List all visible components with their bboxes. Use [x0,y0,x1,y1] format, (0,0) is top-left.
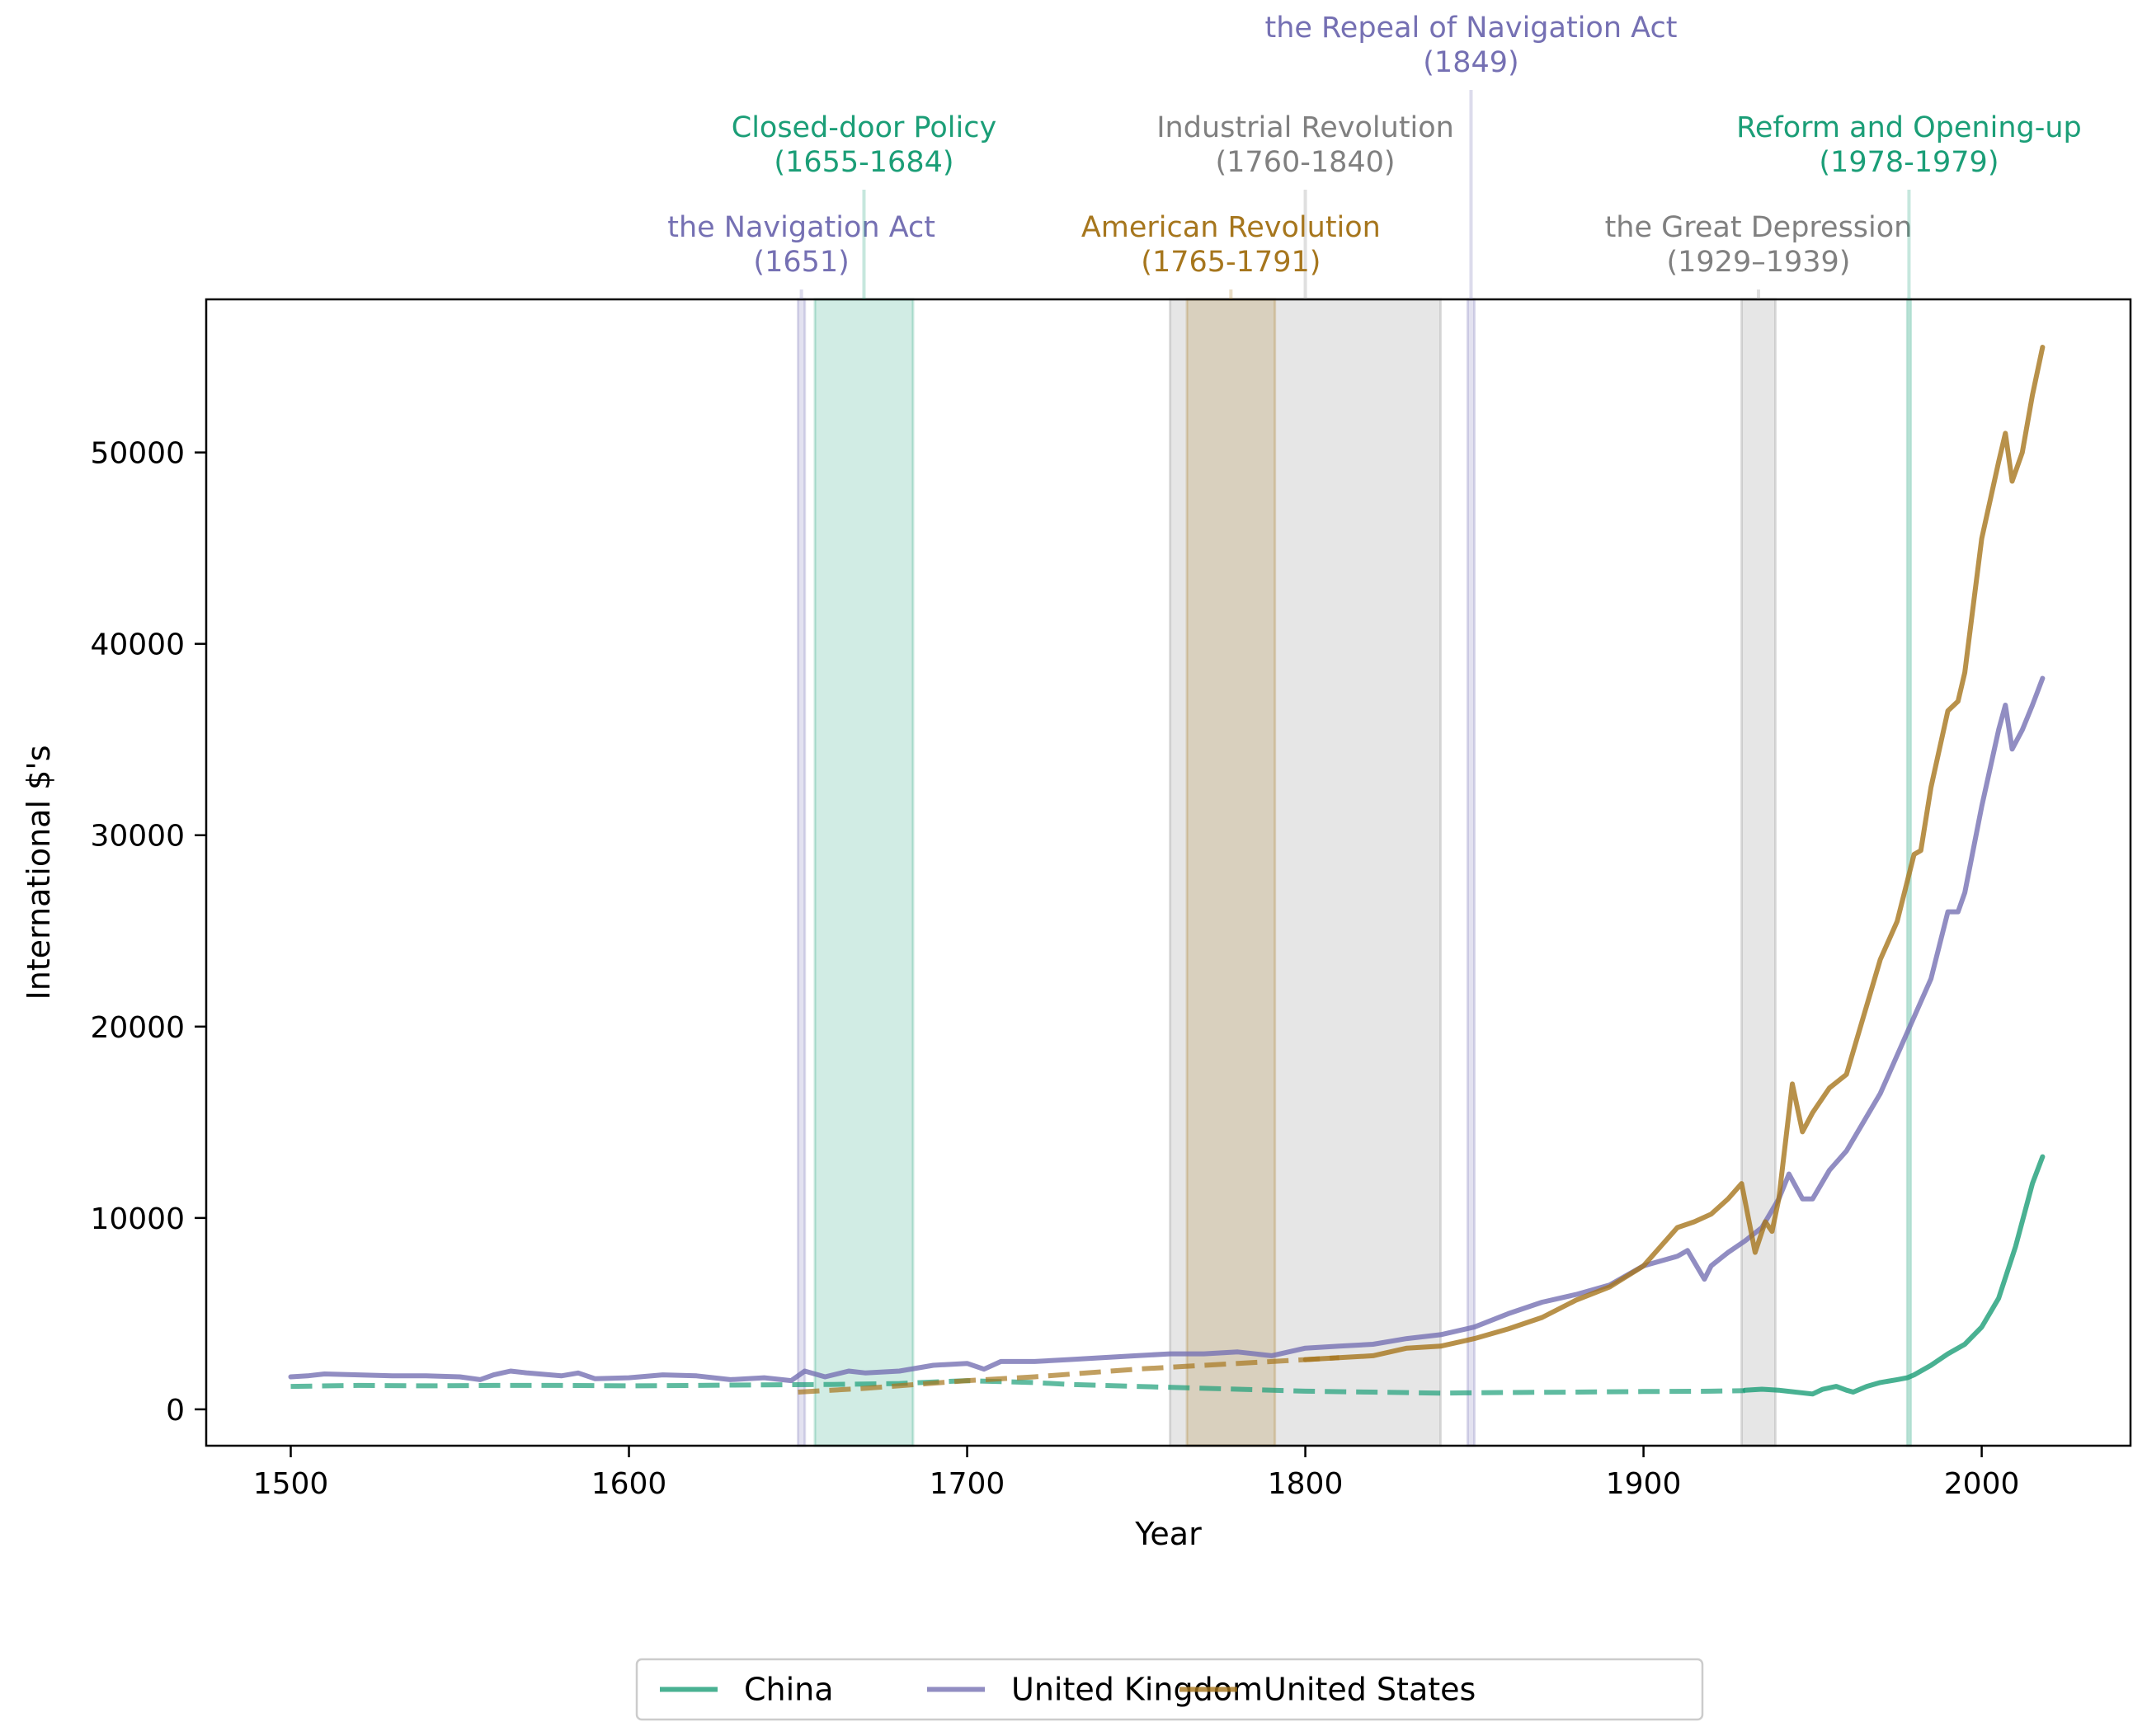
y-axis-label: International $'s [21,745,57,1000]
annotation-period-3: (1765-1791) [1141,246,1321,279]
y-tick-label-0: 0 [166,1394,185,1428]
annotation-labels: the Navigation Act(1651) Closed-door Poli… [667,12,2082,299]
x-tick-label-3: 1800 [1268,1467,1344,1501]
x-tick-label-4: 1900 [1606,1467,1682,1501]
annotation-span-0 [797,298,807,1447]
annotation-period-4: (1849) [1423,46,1518,79]
y-tick-label-5: 50000 [90,437,185,471]
series-line-2 [1302,345,2046,1362]
y-axis: 0 10000 20000 30000 40000 50000 [90,437,206,1428]
x-axis-label: Year [1134,1516,1202,1552]
legend-label-2: United States [1264,1672,1476,1708]
annotation-span-2 [1169,298,1443,1447]
annotation-period-6: (1978-1979) [1819,146,1999,179]
annotation-title-1: Closed-door Policy [732,111,996,144]
annotation-title-2: Industrial Revolution [1156,111,1454,144]
annotation-span-5 [1740,298,1777,1447]
annotation-period-2: (1760-1840) [1216,146,1396,179]
x-tick-label-1: 1600 [591,1467,667,1501]
legend: China United Kingdom United States [635,1658,1704,1721]
annotation-span-1 [813,298,915,1447]
y-tick-label-4: 40000 [90,628,185,662]
annotation-span-3 [1185,298,1277,1447]
x-tick-label-5: 2000 [1944,1467,2020,1501]
annotation-spans [797,298,1912,1447]
y-tick-label-3: 30000 [90,820,185,854]
annotation-span-4 [1466,298,1476,1447]
annotation-title-6: Reform and Opening-up [1736,111,2082,144]
series-line-dashed-0 [290,1378,1745,1396]
annotation-title-3: American Revolution [1081,211,1381,244]
x-axis: 1500 1600 1700 1800 1900 2000 [253,1446,2020,1501]
annotation-title-4: the Repeal of Navigation Act [1264,12,1677,45]
annotation-period-1: (1655-1684) [774,146,953,179]
legend-label-0: China [744,1672,834,1708]
series-line-dashed-2 [798,1355,1340,1395]
annotation-title-5: the Great Depression [1605,211,1913,244]
x-tick-label-2: 1700 [930,1467,1005,1501]
y-tick-label-1: 10000 [90,1202,185,1236]
series-line-1 [288,675,2046,1384]
annotation-period-5: (1929–1939) [1666,246,1850,279]
series-line-0 [1742,1154,2046,1397]
series-lines [288,345,2046,1397]
annotation-title-0: the Navigation Act [667,211,935,244]
plot-frame [205,298,2132,1447]
annotation-period-0: (1651) [753,246,849,279]
legend-box [635,1658,1704,1721]
y-tick-label-2: 20000 [90,1011,185,1045]
x-tick-label-0: 1500 [253,1467,329,1501]
